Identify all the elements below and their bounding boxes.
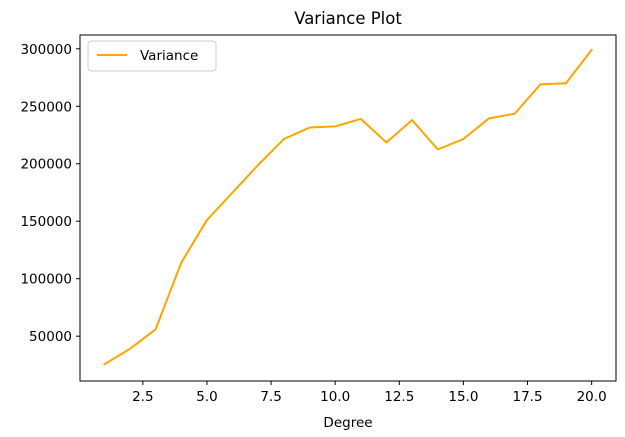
x-tick-label: 17.5 bbox=[512, 389, 542, 405]
x-tick-label: 2.5 bbox=[132, 389, 153, 405]
legend-box bbox=[87, 40, 217, 72]
axes-frame bbox=[79, 34, 617, 382]
y-axis-ticks: 50000 100000 150000 200000 250000 300000 bbox=[20, 42, 80, 345]
y-tick-label: 50000 bbox=[29, 329, 72, 345]
x-tick-label: 20.0 bbox=[577, 389, 607, 405]
legend-label-variance: Variance bbox=[140, 48, 198, 64]
x-tick-label: 5.0 bbox=[196, 389, 217, 405]
y-tick-label: 300000 bbox=[20, 42, 72, 58]
chart-title: Variance Plot bbox=[294, 9, 402, 28]
x-axis-label: Degree bbox=[323, 415, 372, 431]
series-line-variance bbox=[102, 48, 594, 366]
x-tick-label: 15.0 bbox=[448, 389, 478, 405]
x-tick-label: 7.5 bbox=[260, 389, 281, 405]
legend: Variance bbox=[87, 40, 217, 72]
x-axis-ticks: 2.5 5.0 7.5 10.0 12.5 15.0 17.5 20.0 bbox=[132, 381, 607, 405]
y-tick-label: 200000 bbox=[20, 157, 72, 173]
y-tick-label: 250000 bbox=[20, 99, 72, 115]
x-tick-label: 12.5 bbox=[384, 389, 414, 405]
y-tick-label: 100000 bbox=[20, 272, 72, 288]
y-tick-label: 150000 bbox=[20, 214, 72, 230]
plot-area: 2.5 5.0 7.5 10.0 12.5 15.0 17.5 20.0 50000 10000… bbox=[20, 34, 617, 405]
series-layer bbox=[102, 48, 594, 366]
x-tick-label: 10.0 bbox=[320, 389, 350, 405]
